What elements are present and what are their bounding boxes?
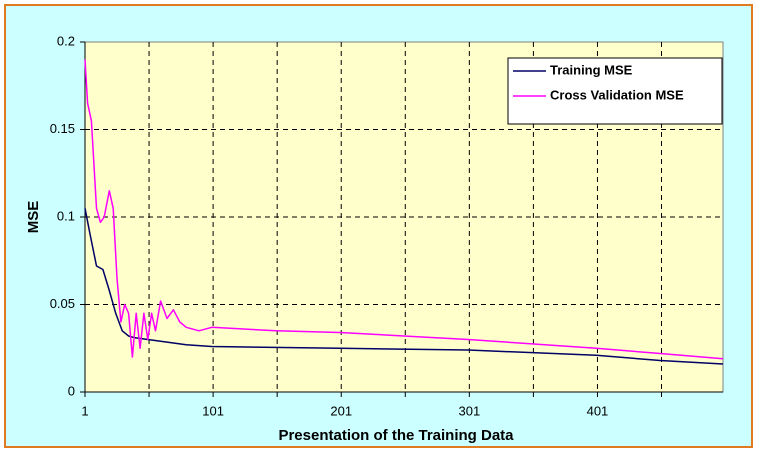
x-axis-title: Presentation of the Training Data [278, 427, 514, 444]
legend-label: Cross Validation MSE [550, 87, 684, 102]
y-tick-label: 0 [68, 383, 75, 398]
legend-box [507, 57, 723, 125]
y-tick-label: 0.1 [57, 208, 75, 223]
x-tick-label: 1 [81, 403, 88, 418]
legend-label: Training MSE [550, 62, 633, 77]
y-tick-label: 0.2 [57, 33, 75, 48]
y-tick-label: 0.15 [50, 121, 75, 136]
x-tick-label: 401 [587, 403, 609, 418]
series-line [84, 59, 724, 360]
x-tick-label: 201 [330, 403, 352, 418]
x-tick-label: 301 [458, 403, 480, 418]
y-tick-label: 0.05 [50, 296, 75, 311]
x-tick-label: 101 [202, 403, 224, 418]
y-axis-title: MSE [25, 201, 42, 234]
